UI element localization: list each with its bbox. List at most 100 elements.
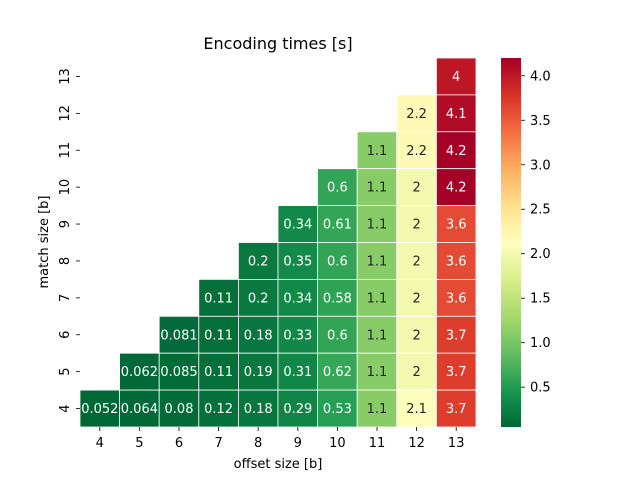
cell-value-label: 0.29 (283, 402, 312, 417)
x-tick-label: 5 (135, 436, 143, 451)
cell-value-label: 0.085 (160, 365, 197, 380)
cell-value-label: 3.7 (446, 365, 467, 380)
colorbar (501, 58, 521, 427)
cell-value-label: 2 (412, 181, 420, 196)
cell-value-label: 0.61 (323, 218, 352, 233)
colorbar-tick-label: 2.5 (530, 203, 551, 218)
heatmap-cell (198, 278, 239, 317)
x-axis-ticks: 4 5 6 7 8 9 10 11 12 13 (96, 427, 464, 451)
cell-value-label: 0.11 (204, 291, 233, 306)
cell-value-label: 2 (412, 291, 420, 306)
heatmap-cell (237, 278, 279, 317)
heatmap-cell (317, 352, 358, 391)
heatmap-cell (435, 94, 477, 133)
cell-value-label: 0.11 (204, 365, 233, 380)
y-tick-label: 10 (58, 179, 73, 196)
heatmap-cell (237, 389, 279, 428)
heatmap-cell (79, 389, 120, 428)
heatmap-cell (317, 242, 358, 280)
cell-value-label: 1.1 (367, 328, 388, 343)
heatmap-cell (237, 352, 279, 391)
heatmap-cell (396, 389, 437, 428)
colorbar-tick-label: 2.0 (530, 247, 551, 262)
cell-value-label: 2 (412, 328, 420, 343)
cell-value-label: 2 (412, 254, 420, 269)
x-tick-label: 6 (175, 436, 183, 451)
colorbar-tick-label: 0.5 (530, 381, 551, 396)
heatmap-cell (317, 205, 358, 243)
heatmap-cell (356, 352, 398, 391)
cell-value-label: 3.7 (446, 402, 467, 417)
y-tick-label: 4 (58, 404, 73, 412)
colorbar-tick-label: 4.0 (530, 69, 551, 84)
cell-value-label: 0.31 (283, 365, 312, 380)
cell-value-label: 1.1 (367, 218, 388, 233)
cell-value-label: 1.1 (367, 291, 388, 306)
cell-value-label: 1.1 (367, 254, 388, 269)
y-tick-label: 11 (58, 142, 73, 159)
cell-value-label: 4.2 (446, 144, 467, 159)
cell-value-label: 0.12 (204, 402, 233, 417)
cell-value-label: 2.2 (406, 107, 427, 122)
colorbar-tick-label: 1.0 (530, 336, 551, 351)
chart-title: Encoding times [s] (203, 34, 352, 53)
heatmap-cell (396, 278, 437, 317)
heatmap-cell (356, 168, 398, 206)
heatmap-cell (435, 242, 477, 280)
cell-value-label: 0.062 (121, 365, 158, 380)
cell-value-label: 0.6 (327, 181, 348, 196)
heatmap-cell-labels: 4 2.2 4.1 1.1 2.2 4.2 0.6 1.1 2 4.2 0.34 0.61 1.1 2 3.… (81, 70, 466, 417)
cell-value-label: 4 (452, 70, 460, 85)
cell-value-label: 2.1 (406, 402, 427, 417)
x-tick-label: 9 (294, 436, 302, 451)
cell-value-label: 0.62 (323, 365, 352, 380)
cell-value-label: 0.052 (81, 402, 118, 417)
cell-value-label: 4.1 (446, 107, 467, 122)
x-tick-label: 12 (408, 436, 425, 451)
cell-value-label: 0.19 (244, 365, 273, 380)
heatmap-cell (396, 242, 437, 280)
cell-value-label: 4.2 (446, 181, 467, 196)
cell-value-label: 1.1 (367, 365, 388, 380)
cell-value-label: 3.6 (446, 291, 467, 306)
y-tick-label: 8 (58, 257, 73, 265)
heatmap-cell (396, 205, 437, 243)
heatmap-cell (435, 278, 477, 317)
cell-value-label: 0.58 (323, 291, 352, 306)
colorbar-ticks: 0.5 1.0 1.5 2.0 2.5 3.0 3.5 4.0 (521, 69, 551, 396)
y-tick-label: 9 (58, 220, 73, 228)
x-axis-label: offset size [b] (234, 457, 323, 472)
y-axis-ticks: 13 12 11 10 9 8 7 6 5 4 (58, 68, 80, 413)
heatmap-cells (79, 57, 477, 428)
cell-value-label: 0.33 (283, 328, 312, 343)
cell-value-label: 0.08 (165, 402, 194, 417)
cell-value-label: 0.2 (248, 254, 269, 269)
heatmap-cell (435, 389, 477, 428)
cell-value-label: 2 (412, 218, 420, 233)
cell-value-label: 0.6 (327, 254, 348, 269)
cell-value-label: 1.1 (367, 402, 388, 417)
heatmap-cell (277, 389, 318, 428)
cell-value-label: 2.2 (406, 144, 427, 159)
y-axis-label: match size [b] (37, 196, 52, 289)
cell-value-label: 0.081 (160, 328, 197, 343)
heatmap-cell (158, 315, 200, 354)
colorbar-tick-label: 1.5 (530, 292, 551, 307)
y-tick-label: 6 (58, 331, 73, 339)
heatmap-cell (435, 131, 477, 170)
x-tick-label: 7 (214, 436, 222, 451)
cell-value-label: 0.34 (283, 218, 312, 233)
cell-value-label: 1.1 (367, 144, 388, 159)
colorbar-tick-label: 3.0 (530, 158, 551, 173)
cell-value-label: 0.064 (121, 402, 158, 417)
y-tick-label: 12 (58, 105, 73, 122)
x-tick-label: 10 (329, 436, 346, 451)
cell-value-label: 0.18 (244, 402, 273, 417)
cell-value-label: 3.6 (446, 254, 467, 269)
cell-value-label: 3.7 (446, 328, 467, 343)
cell-value-label: 0.2 (248, 291, 269, 306)
y-tick-label: 7 (58, 294, 73, 302)
y-tick-label: 13 (58, 68, 73, 85)
heatmap-cell (198, 352, 239, 391)
